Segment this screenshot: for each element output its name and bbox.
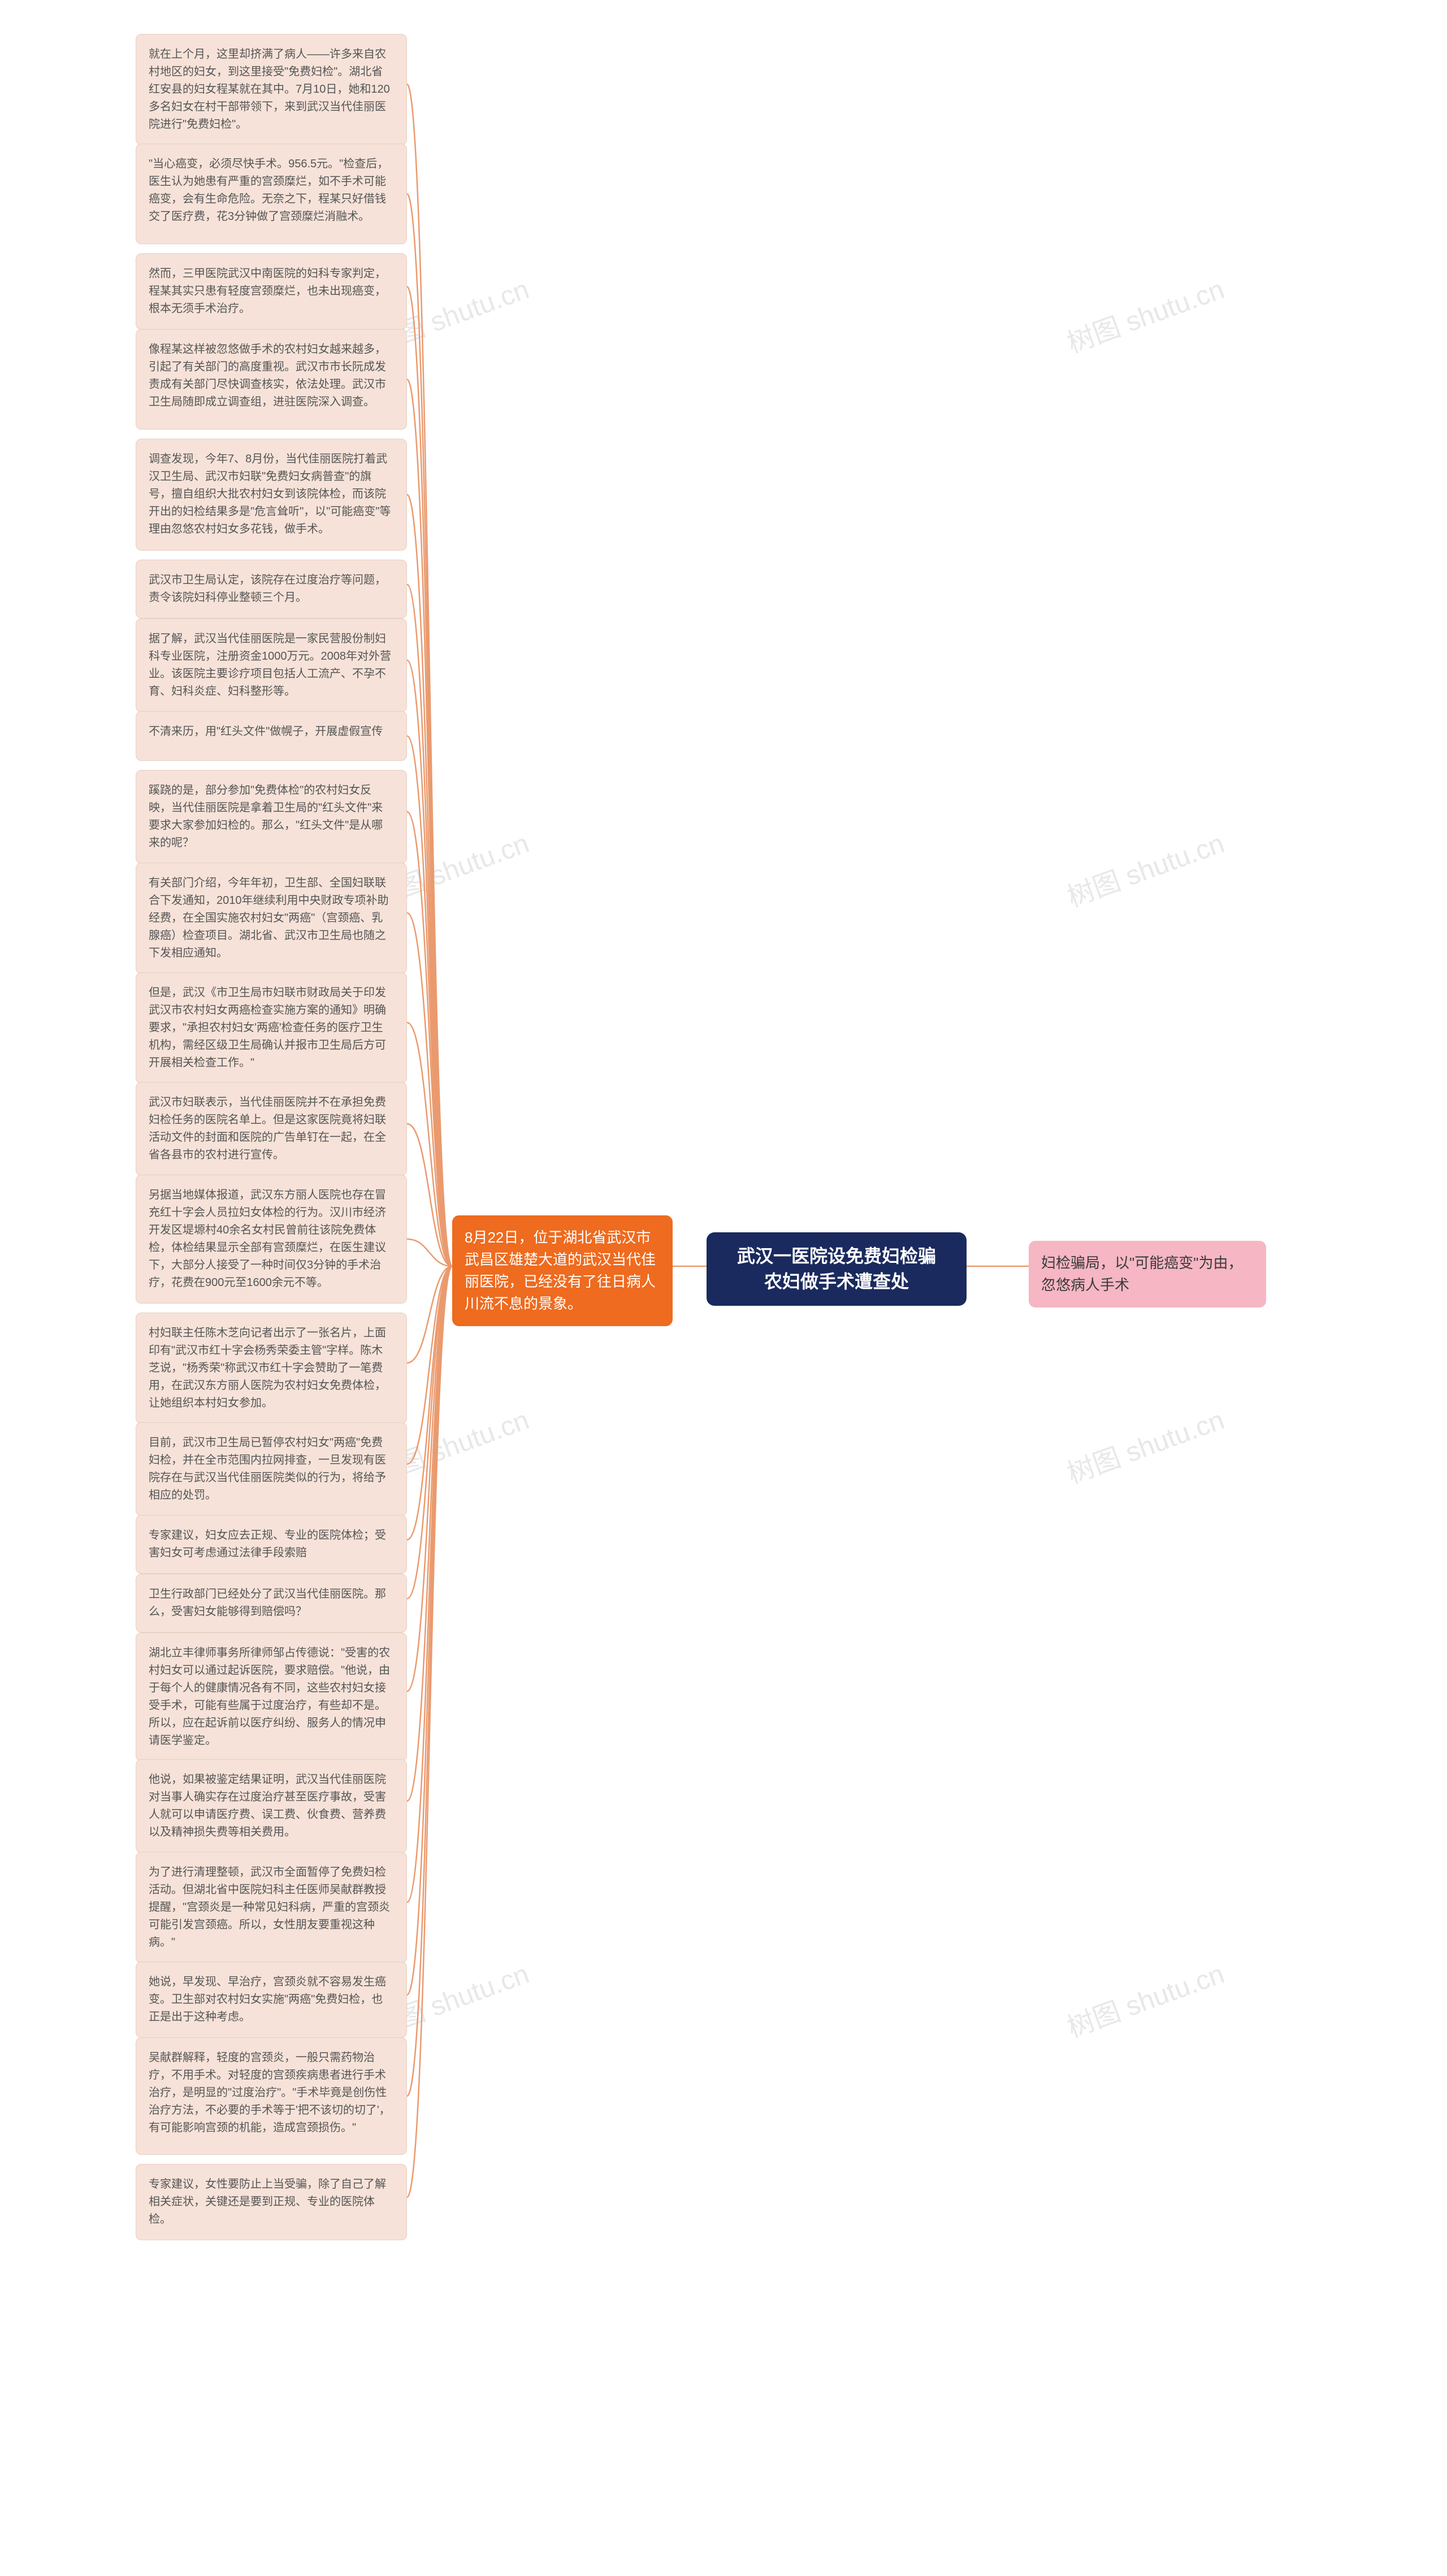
leaf-node: 但是，武汉《市卫生局市妇联市财政局关于印发武汉市农村妇女两癌检查实施方案的通知》… [136, 972, 407, 1084]
leaf-node: 然而，三甲医院武汉中南医院的妇科专家判定，程某其实只患有轻度宫颈糜烂，也未出现癌… [136, 253, 407, 330]
leaf-node: 调查发现，今年7、8月份，当代佳丽医院打着武汉卫生局、武汉市妇联"免费妇女病普查… [136, 439, 407, 551]
watermark: 树图 shutu.cn [1061, 1951, 1229, 2045]
leaf-node: 卫生行政部门已经处分了武汉当代佳丽医院。那么，受害妇女能够得到赔偿吗？ [136, 1574, 407, 1633]
leaf-node: 另据当地媒体报道，武汉东方丽人医院也存在冒充红十字会人员拉妇女体检的行为。汉川市… [136, 1175, 407, 1304]
leaf-node: 村妇联主任陈木芝向记者出示了一张名片，上面印有"武汉市红十字会杨秀荣委主管"字样… [136, 1313, 407, 1424]
leaf-node: 为了进行清理整顿，武汉市全面暂停了免费妇检活动。但湖北省中医院妇科主任医师吴献群… [136, 1852, 407, 1963]
watermark: 树图 shutu.cn [1061, 821, 1229, 914]
leaf-node: 蹊跷的是，部分参加"免费体检"的农村妇女反映，当代佳丽医院是拿着卫生局的"红头文… [136, 770, 407, 864]
leaf-node: 吴献群解释，轻度的宫颈炎，一般只需药物治疗，不用手术。对轻度的宫颈疾病患者进行手… [136, 2037, 407, 2155]
level1-right-node: 妇检骗局，以"可能癌变"为由，忽悠病人手术 [1029, 1241, 1266, 1308]
leaf-node: 湖北立丰律师事务所律师邹占传德说："受害的农村妇女可以通过起诉医院，要求赔偿。"… [136, 1633, 407, 1761]
leaf-node: 武汉市妇联表示，当代佳丽医院并不在承担免费妇检任务的医院名单上。但是这家医院竟将… [136, 1082, 407, 1176]
watermark: 树图 shutu.cn [1061, 1397, 1229, 1491]
leaf-node: 目前，武汉市卫生局已暂停农村妇女"两癌"免费妇检，并在全市范围内拉网排查，一旦发… [136, 1422, 407, 1516]
leaf-node: 不清来历，用"红头文件"做幌子，开展虚假宣传 [136, 711, 407, 761]
leaf-node: 据了解，武汉当代佳丽医院是一家民营股份制妇科专业医院，注册资金1000万元。20… [136, 618, 407, 712]
leaf-node: "当心癌变，必须尽快手术。956.5元。"检查后，医生认为她患有严重的宫颈糜烂，… [136, 144, 407, 244]
leaf-node: 专家建议，妇女应去正规、专业的医院体检；受害妇女可考虑通过法律手段索赔 [136, 1515, 407, 1574]
leaf-node: 有关部门介绍，今年年初，卫生部、全国妇联联合下发通知，2010年继续利用中央财政… [136, 863, 407, 974]
leaf-node: 她说，早发现、早治疗，宫颈炎就不容易发生癌变。卫生部对农村妇女实施"两癌"免费妇… [136, 1962, 407, 2038]
leaf-node: 武汉市卫生局认定，该院存在过度治疗等问题，责令该院妇科停业整顿三个月。 [136, 560, 407, 618]
leaf-node: 专家建议，女性要防止上当受骗，除了自己了解相关症状，关键还是要到正规、专业的医院… [136, 2164, 407, 2240]
leaf-node: 他说，如果被鉴定结果证明，武汉当代佳丽医院对当事人确实存在过度治疗甚至医疗事故，… [136, 1759, 407, 1853]
center-node: 武汉一医院设免费妇检骗农妇做手术遭查处 [707, 1232, 967, 1306]
leaf-node: 像程某这样被忽悠做手术的农村妇女越来越多，引起了有关部门的高度重视。武汉市市长阮… [136, 329, 407, 430]
leaf-node: 就在上个月，这里却挤满了病人——许多来自农村地区的妇女，到这里接受"免费妇检"。… [136, 34, 407, 145]
level1-left-node: 8月22日，位于湖北省武汉市武昌区雄楚大道的武汉当代佳丽医院，已经没有了往日病人… [452, 1215, 673, 1326]
watermark: 树图 shutu.cn [1061, 267, 1229, 360]
